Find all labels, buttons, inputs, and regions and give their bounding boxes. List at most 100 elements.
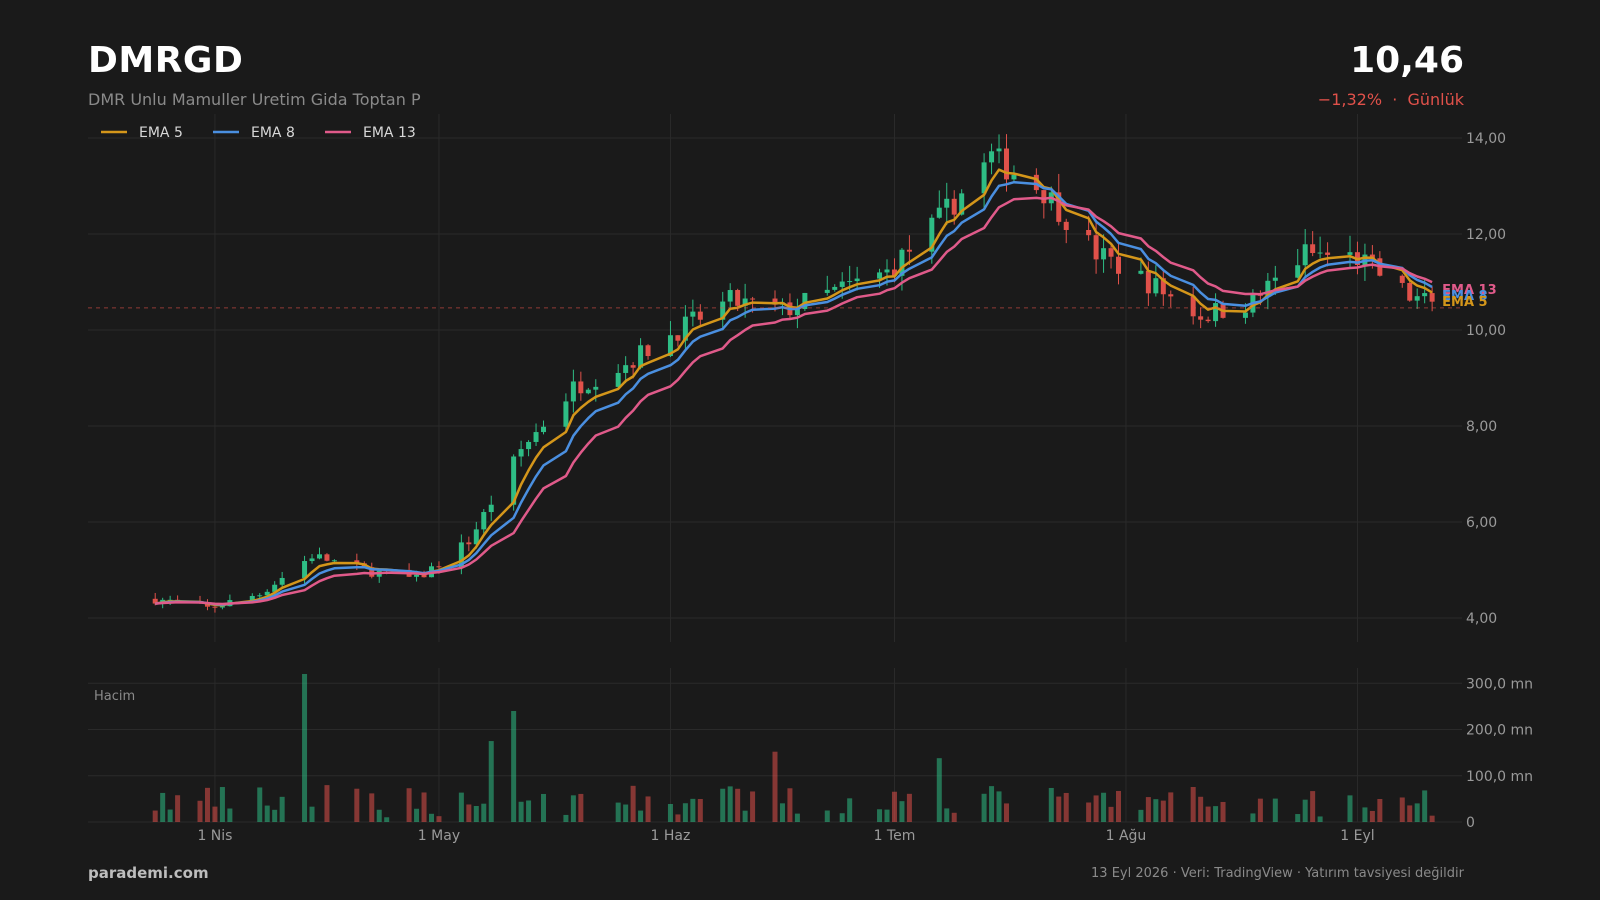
candle-up [1242, 312, 1248, 318]
ticker-symbol: DMRGD [88, 40, 244, 81]
candle-down [1407, 282, 1413, 301]
volume-bar [1310, 791, 1316, 822]
volume-bar [488, 741, 494, 822]
candle-up [929, 217, 935, 252]
candle-down [421, 574, 427, 578]
candle-up [899, 249, 905, 276]
volume-bar [989, 786, 995, 822]
volume-bar [1160, 800, 1166, 822]
candle-down [697, 311, 703, 320]
volume-bar [735, 788, 741, 822]
volume-bar [720, 788, 726, 822]
candle-up [877, 272, 883, 279]
volume-bar [152, 810, 158, 822]
candle-up [1317, 252, 1323, 254]
time-tick-label: 1 Ağu [1106, 828, 1147, 844]
volume-bars [152, 674, 1435, 822]
volume-bar [212, 806, 218, 822]
candle-up [690, 311, 696, 317]
candlesticks [152, 134, 1435, 613]
candle-up [279, 577, 285, 585]
candle-up [936, 207, 942, 218]
volume-bar [727, 786, 733, 822]
candle-up [473, 529, 479, 545]
volume-bar [645, 796, 651, 822]
candle-up [839, 281, 845, 287]
candle-down [1063, 221, 1069, 230]
volume-bar [884, 809, 890, 822]
volume-bar [167, 809, 173, 822]
candle-down [1399, 275, 1405, 283]
volume-tick-label: 0 [1466, 815, 1475, 831]
volume-bar [1414, 803, 1420, 822]
candle-up [989, 151, 995, 163]
volume-bar [384, 817, 390, 822]
volume-bar [1205, 806, 1211, 822]
time-tick-label: 1 May [418, 828, 460, 844]
volume-bar [1362, 807, 1368, 822]
candle-down [1086, 229, 1092, 236]
ema-line-8 [155, 180, 1433, 606]
volume-bar [1250, 813, 1256, 822]
volume-bar [264, 805, 270, 822]
candle-up [570, 381, 576, 402]
candle-up [1272, 277, 1278, 281]
brand-logo[interactable]: parademi.com [88, 864, 209, 882]
candle-up [302, 561, 308, 578]
price-change: −1,32% · Günlük [1317, 90, 1464, 109]
price-tick-label: 6,00 [1466, 515, 1497, 531]
candle-down [436, 566, 442, 568]
volume-bar [794, 813, 800, 822]
candle-down [891, 269, 897, 276]
candle-down [1056, 192, 1062, 222]
candle-down [354, 560, 360, 564]
volume-bar [466, 804, 472, 822]
volume-bar [690, 798, 696, 822]
candle-up [1302, 244, 1308, 266]
volume-bar [376, 809, 382, 822]
candle-up [1414, 296, 1420, 301]
volume-bar [406, 788, 412, 822]
candle-up [219, 606, 225, 608]
volume-bar [1168, 792, 1174, 822]
volume-bar [227, 808, 233, 822]
candle-down [1190, 296, 1196, 317]
volume-bar [279, 796, 285, 822]
legend-item: EMA 5 [139, 125, 183, 141]
candle-down [578, 381, 584, 394]
volume-bar [204, 787, 210, 822]
ema-end-label: EMA 5 [1442, 295, 1487, 310]
volume-bar [779, 803, 785, 822]
volume-bar [578, 793, 584, 822]
candle-down [1116, 256, 1121, 274]
volume-bar [1220, 801, 1226, 822]
candle-down [1310, 244, 1316, 254]
volume-bar [1429, 815, 1435, 822]
candle-up [981, 162, 987, 194]
volume-bar [257, 787, 263, 822]
candle-down [1160, 278, 1166, 295]
volume-bar [742, 810, 748, 822]
volume-bar [302, 674, 308, 822]
volume-bar [1369, 810, 1375, 822]
company-name: DMR Unlu Mamuller Uretim Gida Toptan P [88, 90, 421, 109]
candle-up [832, 286, 838, 290]
candle-up [593, 386, 599, 390]
candle-down [951, 198, 957, 215]
candle-up [518, 449, 524, 457]
candle-up [1101, 248, 1107, 260]
candle-down [1205, 319, 1211, 322]
volume-tick-label: 300,0 mn [1466, 676, 1533, 692]
volume-bar [839, 813, 845, 822]
volume-bar [219, 787, 225, 822]
candle-up [309, 558, 315, 562]
candle-down [1108, 248, 1114, 257]
time-tick-label: 1 Haz [651, 828, 691, 844]
volume-bar [481, 803, 487, 822]
price-tick-label: 12,00 [1466, 227, 1506, 243]
candle-down [675, 335, 681, 341]
candle-up [1347, 252, 1353, 255]
volume-bar [1190, 787, 1196, 822]
volume-bar [436, 816, 442, 822]
